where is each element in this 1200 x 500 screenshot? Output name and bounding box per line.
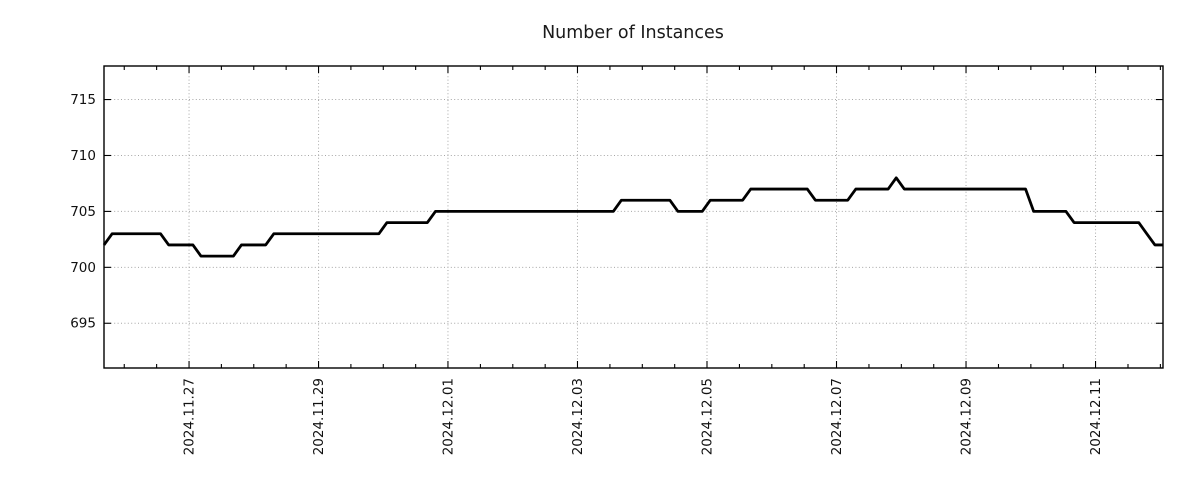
y-tick-label: 695 bbox=[70, 316, 96, 332]
y-tick-label: 710 bbox=[70, 148, 96, 164]
y-tick-label: 715 bbox=[70, 92, 96, 108]
chart-title: Number of Instances bbox=[542, 23, 724, 43]
series-line-instances bbox=[102, 176, 1163, 258]
axis-ticks bbox=[104, 66, 1163, 368]
y-tick-label: 700 bbox=[70, 260, 96, 276]
plot-border bbox=[103, 65, 1164, 369]
axes-frame bbox=[103, 65, 1164, 369]
axis-labels: 2024.11.27 2024.11.29 2024.12.01 2024.12.03… bbox=[70, 92, 1104, 455]
x-tick-label: 2024.11.29 bbox=[311, 378, 327, 455]
x-tick-label: 2024.12.11 bbox=[1088, 378, 1104, 455]
x-tick-label: 2024.12.07 bbox=[829, 378, 845, 455]
x-tick-label: 2024.12.09 bbox=[958, 378, 974, 455]
x-tick-label: 2024.12.03 bbox=[570, 378, 586, 455]
gridlines bbox=[104, 66, 1163, 368]
y-tick-label: 705 bbox=[70, 204, 96, 220]
x-tick-label: 2024.12.01 bbox=[440, 378, 456, 455]
x-tick-label: 2024.11.27 bbox=[181, 378, 197, 455]
x-tick-label: 2024.12.05 bbox=[699, 378, 715, 455]
data-series bbox=[102, 176, 1163, 258]
